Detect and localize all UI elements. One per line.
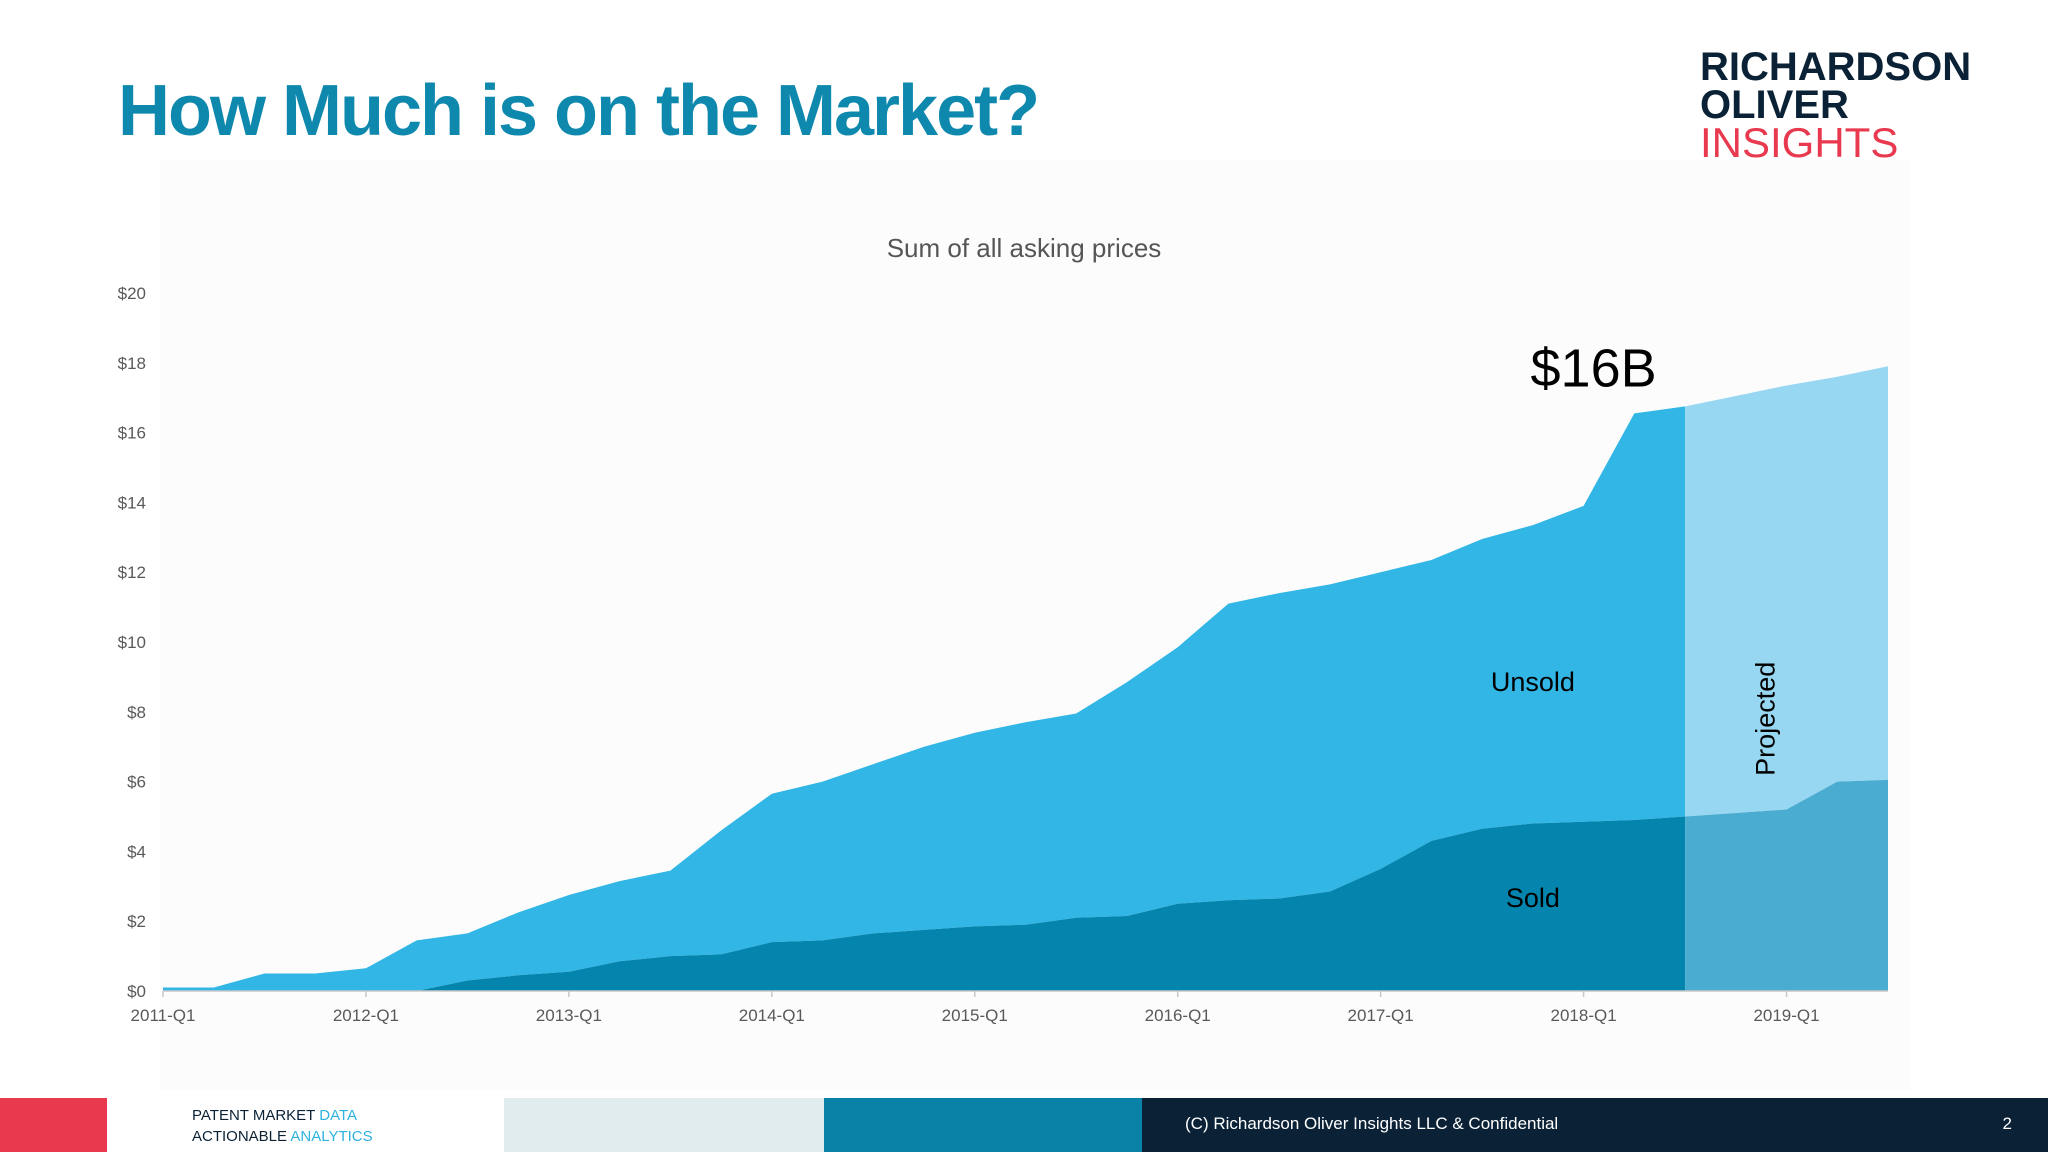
unsold-area <box>163 406 1686 991</box>
projected-label: Projected <box>1751 662 1781 776</box>
company-logo: RICHARDSON OLIVER INSIGHTS <box>1700 45 2000 166</box>
y-tick-label: $12 <box>118 563 146 582</box>
y-tick-label: $8 <box>127 703 146 722</box>
logo-line-3: INSIGHTS <box>1700 119 1899 166</box>
y-tick-label: $20 <box>118 284 146 303</box>
footer-red-block <box>0 1098 107 1152</box>
y-tick-label: $16 <box>118 424 146 443</box>
logo-line-2: OLIVER <box>1700 83 1849 127</box>
y-tick-label: $0 <box>127 982 146 1001</box>
x-tick-label: 2013-Q1 <box>536 1006 602 1025</box>
x-tick-label: 2019-Q1 <box>1753 1006 1819 1025</box>
x-tick-label: 2017-Q1 <box>1348 1006 1414 1025</box>
total-value-label: $16B <box>1531 338 1657 398</box>
tagline-analytics: ANALYTICS <box>290 1128 373 1145</box>
chart-areas <box>163 366 1888 991</box>
projected-sold-area <box>1685 779 1888 991</box>
x-tick-label: 2011-Q1 <box>131 1006 196 1025</box>
logo-line-1: RICHARDSON <box>1700 45 1972 89</box>
footer-teal-block <box>824 1098 1142 1152</box>
footer-bar <box>0 1098 2048 1152</box>
sold-area-label: Sold <box>1506 883 1560 913</box>
y-tick-label: $4 <box>127 842 146 861</box>
x-tick-label: 2015-Q1 <box>942 1006 1008 1025</box>
projected-unsold-area <box>1685 366 1888 817</box>
page-number: 2 <box>2002 1114 2012 1133</box>
footer-navy-block <box>1142 1098 2048 1152</box>
x-tick-label: 2012-Q1 <box>333 1006 399 1025</box>
footer-white-block <box>107 1098 504 1152</box>
y-tick-label: $10 <box>118 633 146 652</box>
y-tick-label: $6 <box>127 773 146 792</box>
sold-area <box>163 816 1686 991</box>
tagline-actionable: ACTIONABLE <box>192 1128 291 1145</box>
chart-title: Sum of all asking prices <box>887 233 1162 263</box>
y-tick-label: $2 <box>127 912 146 931</box>
footer-light-block <box>504 1098 824 1152</box>
tagline-data: DATA <box>319 1107 358 1124</box>
y-axis-ticks: $0 $2 $4 $6 $8 $10 $12 $14 $16 $18 $20 <box>118 284 146 1001</box>
tagline-patent-market: PATENT MARKET <box>192 1107 320 1124</box>
y-tick-label: $14 <box>118 493 146 512</box>
y-tick-label: $18 <box>118 354 146 373</box>
x-axis-ticks: 2011-Q1 2012-Q1 2013-Q1 2014-Q1 2015-Q1 2016-… <box>131 991 1820 1025</box>
footer-copyright: (C) Richardson Oliver Insights LLC & Con… <box>1185 1114 1559 1133</box>
slide-title: How Much is on the Market? <box>118 71 1040 151</box>
x-tick-label: 2014-Q1 <box>739 1006 805 1025</box>
unsold-area-label: Unsold <box>1491 667 1575 697</box>
footer-tagline: PATENT MARKET DATA ACTIONABLE ANALYTICS <box>192 1105 373 1147</box>
x-tick-label: 2018-Q1 <box>1551 1006 1617 1025</box>
x-tick-label: 2016-Q1 <box>1145 1006 1211 1025</box>
